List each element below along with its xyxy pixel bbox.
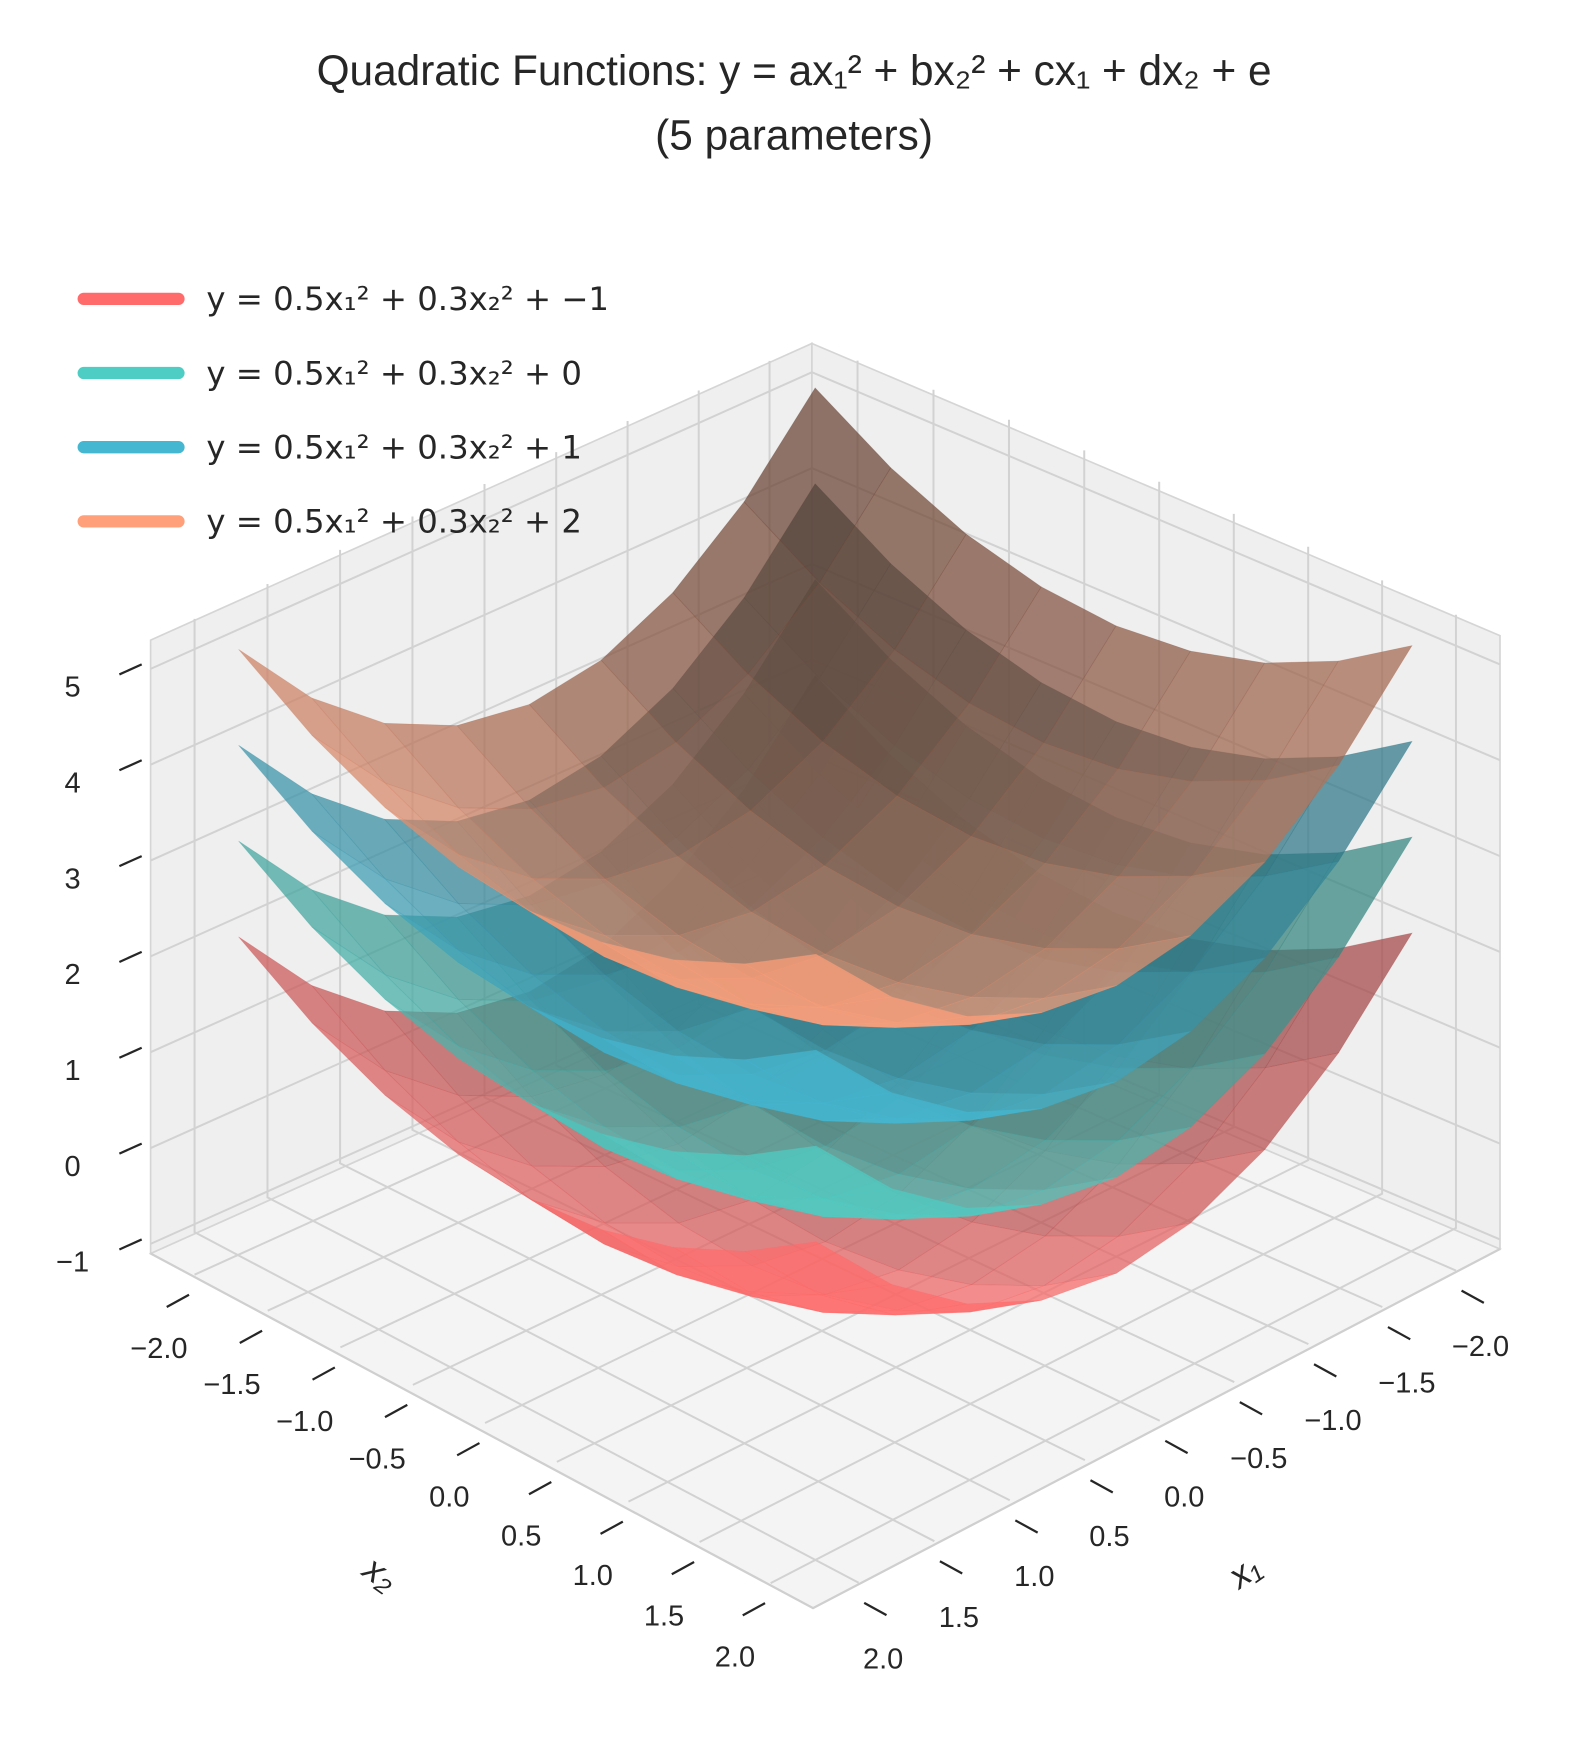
x1-tick	[1387, 1326, 1411, 1341]
x1-tick-label: 0.5	[1089, 1521, 1129, 1553]
x2-tick-label: −1.0	[276, 1406, 333, 1438]
x2-tick-label: 1.0	[573, 1560, 613, 1592]
z-tick	[118, 855, 143, 868]
legend-label: y = 0.5x₁² + 0.3x₂² + −1	[206, 280, 609, 318]
legend-label: y = 0.5x₁² + 0.3x₂² + 0	[206, 354, 582, 392]
x2-tick-label: −0.5	[349, 1443, 406, 1475]
x1-tick-label: 1.5	[939, 1602, 979, 1634]
x2-tick	[742, 1602, 766, 1617]
z-tick-label: 5	[64, 672, 80, 704]
z-tick-label: −1	[56, 1247, 89, 1279]
chart-title: Quadratic Functions: y = ax₁² + bx₂² + c…	[317, 47, 1272, 94]
x2-tick	[239, 1329, 263, 1344]
z-tick	[118, 759, 143, 772]
x1-tick-label: −0.5	[1230, 1443, 1287, 1475]
grid-line	[411, 516, 1086, 1462]
x1-tick	[1164, 1439, 1189, 1455]
x1-tick-label: 1.0	[1014, 1561, 1054, 1593]
surface-patch	[743, 1241, 893, 1296]
x2-tick-label: 0.0	[429, 1481, 469, 1513]
x1-tick	[863, 1601, 888, 1617]
x1-tick-label: −2.0	[1452, 1331, 1509, 1363]
x2-axis-label: x₂	[355, 1547, 406, 1599]
x2-tick-label: 0.5	[501, 1520, 541, 1552]
z-tick-label: 4	[64, 767, 80, 799]
x2-tick-label: 2.0	[715, 1642, 755, 1674]
x2-tick	[166, 1293, 190, 1309]
x2-tick	[600, 1520, 624, 1535]
x2-tick-label: −2.0	[130, 1333, 187, 1365]
x2-tick	[384, 1403, 408, 1419]
x2-tick-label: −1.5	[203, 1369, 260, 1401]
z-tick	[118, 663, 143, 676]
x2-tick-label: 1.5	[644, 1600, 684, 1632]
grid-line	[266, 584, 935, 1543]
x1-tick-label: −1.5	[1378, 1368, 1435, 1400]
legend-label: y = 0.5x₁² + 0.3x₂² + 2	[206, 503, 582, 541]
chart-subtitle: (5 parameters)	[655, 111, 933, 158]
z-tick-label: 0	[64, 1151, 80, 1183]
x1-tick	[1313, 1363, 1337, 1378]
z-tick-label: 2	[64, 959, 80, 991]
x2-tick	[312, 1366, 336, 1381]
z-tick	[118, 1238, 143, 1251]
surface-patch	[743, 1145, 893, 1200]
x2-tick	[456, 1442, 480, 1457]
x1-tick	[1014, 1519, 1039, 1534]
surface-patch	[743, 953, 893, 1008]
x1-tick-label: 0.0	[1164, 1481, 1204, 1513]
x1-tick	[1461, 1289, 1485, 1304]
z-tick	[118, 1046, 143, 1059]
surface-patch	[743, 1049, 893, 1104]
z-tick	[118, 1142, 143, 1155]
z-tick-label: 3	[64, 863, 80, 895]
x1-tick-label: 2.0	[863, 1644, 903, 1676]
grid-line	[770, 614, 1457, 1585]
grid-line	[150, 371, 1501, 670]
x1-tick-label: −1.0	[1304, 1405, 1361, 1437]
x2-tick	[528, 1480, 552, 1496]
x1-axis-label: x₁	[1219, 1547, 1267, 1598]
z-tick-label: 1	[64, 1055, 80, 1087]
legend-label: y = 0.5x₁² + 0.3x₂² + 1	[206, 428, 582, 466]
z-tick	[118, 950, 143, 963]
x1-tick	[1089, 1479, 1114, 1494]
x1-tick	[1239, 1401, 1263, 1416]
grid-line	[193, 618, 860, 1584]
x2-tick	[671, 1561, 695, 1576]
axis-line	[150, 1248, 1501, 1610]
x1-tick	[939, 1560, 963, 1575]
